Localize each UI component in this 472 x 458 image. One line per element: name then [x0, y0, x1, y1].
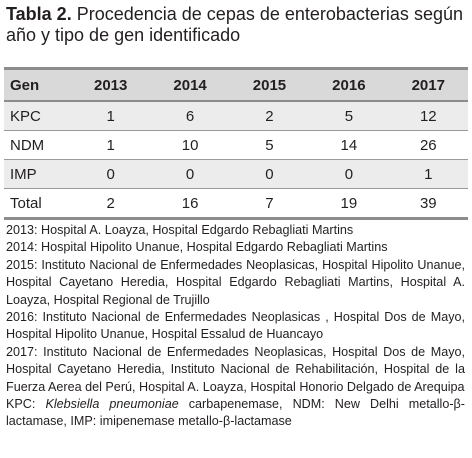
- table-cell: Total: [4, 188, 71, 219]
- table-label: Tabla 2.: [6, 4, 72, 24]
- data-table: Gen 2013 2014 2015 2016 2017 KPC 1 6 2 5 12 NDM 1 10 5 1…: [4, 67, 468, 220]
- table-cell: 7: [229, 188, 310, 219]
- table-cell: 14: [309, 130, 389, 160]
- abbrev-rest: carbapenemase, NDM: New Delhi metallo-β-…: [6, 397, 465, 429]
- header-cell: 2016: [309, 68, 389, 102]
- table-cell: 5: [309, 100, 389, 131]
- header-cell: Gen: [4, 68, 71, 102]
- header-cell: 2014: [150, 68, 230, 102]
- table-cell: 6: [150, 100, 230, 131]
- table-cell: KPC: [4, 100, 71, 131]
- note: 2016: Instituto Nacional de Enfermedades…: [6, 310, 465, 342]
- table-cell: 2: [229, 100, 310, 131]
- note: 2014: Hospital Hipolito Unanue, Hospital…: [6, 240, 388, 255]
- table-row: IMP 0 0 0 0 1: [4, 159, 468, 189]
- table-cell: 0: [309, 159, 389, 189]
- header-cell: 2013: [71, 68, 151, 102]
- table-cell: 2: [71, 188, 151, 219]
- note: 2013: Hospital A. Loayza, Hospital Edgar…: [6, 223, 354, 237]
- table-cell: IMP: [4, 159, 71, 189]
- table-title: Tabla 2. Procedencia de cepas de enterob…: [6, 4, 466, 46]
- table-cell: 5: [229, 130, 310, 160]
- table-row: NDM 1 10 5 14 26: [4, 130, 468, 160]
- table-cell: 1: [388, 159, 468, 189]
- abbrev-prefix: KPC:: [6, 397, 46, 412]
- table-cell: 19: [309, 188, 389, 219]
- table-row: KPC 1 6 2 5 12: [4, 100, 468, 131]
- table-cell: NDM: [4, 130, 71, 160]
- table-cell: 1: [71, 130, 151, 160]
- table-row: Total 2 16 7 19 39: [4, 188, 468, 219]
- table-caption: Procedencia de cepas de enterobacterias …: [6, 4, 463, 45]
- table-cell: 12: [388, 100, 468, 131]
- table-cell: 26: [388, 130, 468, 160]
- table-cell: 10: [150, 130, 230, 160]
- header-cell: 2017: [388, 68, 468, 102]
- header-row: Gen 2013 2014 2015 2016 2017: [4, 68, 468, 102]
- table-cell: 0: [150, 159, 230, 189]
- abbreviation-note: KPC: Klebsiella pneumoniae carbapenemase…: [6, 396, 465, 431]
- header-cell: 2015: [229, 68, 310, 102]
- table-cell: 0: [71, 159, 151, 189]
- table-cell: 16: [150, 188, 230, 219]
- note: 2015: Instituto Nacional de Enfermedades…: [6, 257, 465, 307]
- abbrev-italic: Klebsiella pneumoniae: [45, 397, 179, 412]
- notes: 2013: Hospital A. Loayza, Hospital Edgar…: [6, 222, 465, 431]
- table-cell: 39: [388, 188, 468, 219]
- table-cell: 0: [229, 159, 310, 189]
- note: 2017: Instituto Nacional de Enfermedades…: [6, 344, 465, 394]
- table-cell: 1: [71, 100, 151, 131]
